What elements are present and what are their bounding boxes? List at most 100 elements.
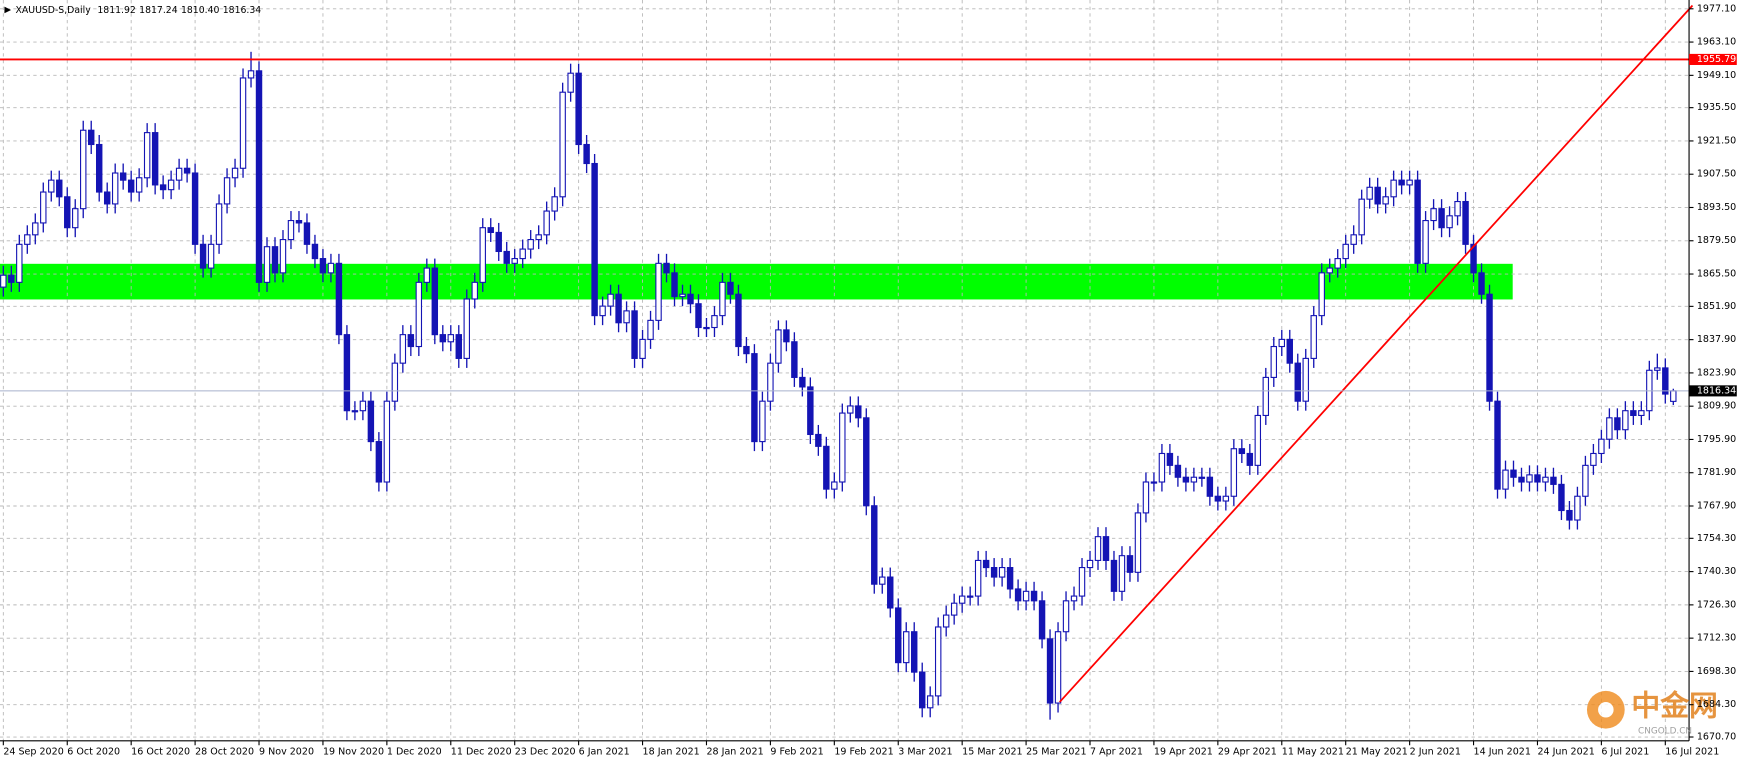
candle-body xyxy=(990,567,998,578)
y-tick-label: 1935.50 xyxy=(1697,102,1736,113)
candle-body xyxy=(895,607,902,664)
candle-body xyxy=(1222,495,1230,502)
candle-body xyxy=(1158,452,1166,483)
candle-body xyxy=(1214,495,1222,502)
candle-body xyxy=(1566,509,1573,521)
candle-body xyxy=(1558,483,1565,512)
y-tick-label: 1907.50 xyxy=(1697,169,1736,180)
candle-body xyxy=(1398,179,1405,186)
x-tick-label: 21 May 2021 xyxy=(1346,746,1408,757)
candle-body xyxy=(167,179,175,191)
candle-body xyxy=(615,293,622,324)
candle-body xyxy=(887,576,894,609)
candle-body xyxy=(1422,220,1429,264)
y-tick-label: 1726.30 xyxy=(1697,599,1736,610)
candle-body xyxy=(351,410,359,413)
candle-body xyxy=(295,220,303,224)
candle-body xyxy=(743,345,750,355)
candle-body xyxy=(1086,559,1094,569)
ohlc: 1816.34 xyxy=(223,4,262,15)
candle-body xyxy=(1094,536,1102,561)
y-tick-label: 1837.90 xyxy=(1697,334,1736,345)
y-tick-label: 1949.10 xyxy=(1697,70,1736,81)
candle-body xyxy=(271,246,279,274)
candle-body xyxy=(1374,186,1381,205)
candle-body xyxy=(775,329,782,364)
candle-body xyxy=(926,695,934,709)
candle-body xyxy=(1574,495,1581,521)
candle-body xyxy=(199,243,207,269)
candle-body xyxy=(703,326,710,330)
candle-body xyxy=(391,362,399,402)
y-tick-label: 1754.30 xyxy=(1697,533,1736,544)
candle-body xyxy=(24,234,31,245)
candle-body xyxy=(1350,234,1357,245)
candle-body xyxy=(359,400,367,412)
candle-body xyxy=(143,132,151,179)
y-tick-label: 1698.30 xyxy=(1697,666,1736,677)
candle-body xyxy=(1630,410,1637,417)
y-tick-label: 1809.90 xyxy=(1697,401,1736,412)
candle-body xyxy=(279,239,287,274)
candle-body xyxy=(1542,476,1549,483)
candle-body xyxy=(1446,215,1453,229)
y-tick-label: 1865.50 xyxy=(1697,269,1736,280)
candle-body xyxy=(1134,512,1142,573)
candle-body xyxy=(287,220,295,241)
x-tick-label: 3 Mar 2021 xyxy=(898,746,952,757)
candle-body xyxy=(1038,600,1046,640)
candle-body xyxy=(423,267,431,283)
candle-body xyxy=(191,172,199,245)
candle-body xyxy=(559,91,566,198)
candle-body xyxy=(831,481,838,490)
candle-body xyxy=(1278,338,1285,348)
candle-body xyxy=(607,293,614,307)
candle-body xyxy=(255,70,263,283)
candle-body xyxy=(207,243,215,269)
x-tick-label: 14 Jun 2021 xyxy=(1474,746,1531,757)
candle-body xyxy=(1246,452,1254,466)
candle-body xyxy=(1382,196,1389,205)
y-tick-label: 1740.30 xyxy=(1697,566,1736,577)
candle-body xyxy=(1430,208,1437,222)
y-tick-label: 1963.10 xyxy=(1697,37,1736,48)
y-tick-label: 1851.90 xyxy=(1697,301,1736,312)
candle-body xyxy=(1438,208,1445,229)
candle-body xyxy=(631,310,638,359)
ohlc: 1811.92 xyxy=(97,4,135,15)
candle-body xyxy=(1406,179,1413,186)
x-tick-label: 16 Oct 2020 xyxy=(131,746,190,757)
candle-body xyxy=(671,272,678,298)
candle-body xyxy=(998,567,1006,578)
candle-body xyxy=(1582,464,1589,497)
candle-body xyxy=(1606,417,1613,440)
x-tick-label: 19 Apr 2021 xyxy=(1154,746,1213,757)
symbol: XAUUSD-S,Daily xyxy=(16,4,92,15)
watermark-logo-inner xyxy=(1598,702,1614,718)
candle-body xyxy=(767,362,774,402)
candle-body xyxy=(1342,243,1349,260)
candle-body xyxy=(783,329,790,343)
candle-body xyxy=(863,417,870,507)
candle-body xyxy=(1030,590,1038,602)
x-tick-label: 11 Dec 2020 xyxy=(451,746,512,757)
candle-body xyxy=(239,77,247,169)
candle-body xyxy=(543,210,550,236)
candle-body xyxy=(135,177,143,193)
candle-body xyxy=(911,631,918,673)
candle-body xyxy=(1070,595,1078,602)
candle-body xyxy=(1326,267,1333,274)
candle-body xyxy=(679,293,686,298)
candle-body xyxy=(1286,338,1293,364)
candle-body xyxy=(903,631,910,664)
candle-body xyxy=(183,167,191,174)
candle-body xyxy=(879,576,886,585)
y-tick-label: 1879.50 xyxy=(1697,235,1736,246)
candle-body xyxy=(1294,362,1301,402)
candle-body xyxy=(791,341,798,378)
candle-body xyxy=(471,281,478,300)
candle-body xyxy=(487,227,494,233)
